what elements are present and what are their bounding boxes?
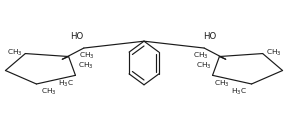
Text: CH$_3$: CH$_3$ — [41, 87, 56, 97]
Text: H$_3$C: H$_3$C — [58, 78, 74, 89]
Text: CH$_3$: CH$_3$ — [214, 78, 230, 89]
Text: CH$_3$: CH$_3$ — [193, 50, 209, 61]
Text: CH$_3$: CH$_3$ — [7, 48, 22, 58]
Text: CH$_3$: CH$_3$ — [196, 61, 211, 71]
Text: HO: HO — [70, 32, 83, 41]
Text: CH$_3$: CH$_3$ — [79, 50, 95, 61]
Text: CH$_3$: CH$_3$ — [78, 61, 94, 71]
Text: HO: HO — [203, 32, 217, 41]
Text: CH$_3$: CH$_3$ — [266, 48, 281, 58]
Text: H$_3$C: H$_3$C — [231, 87, 247, 97]
